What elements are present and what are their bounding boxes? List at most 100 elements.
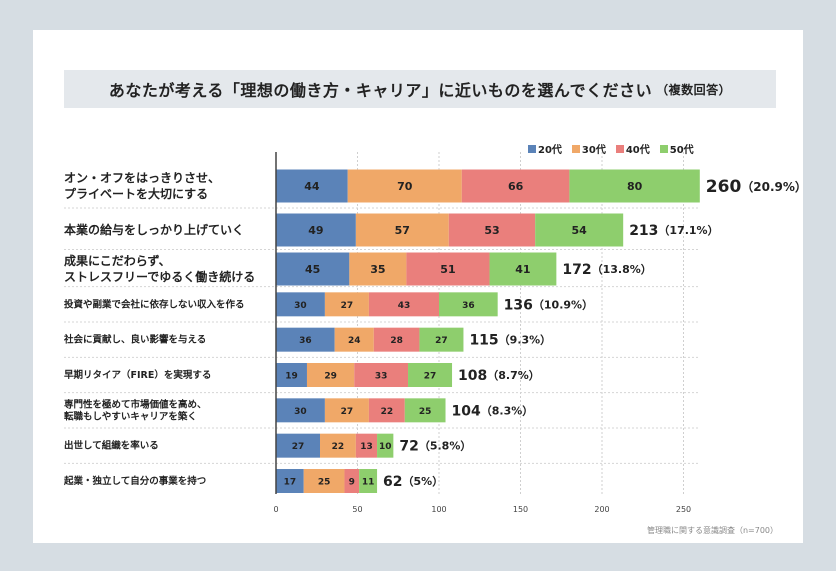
data-label: 25 xyxy=(419,407,432,417)
category-label-line: 起業・独立して自分の事業を持つ xyxy=(63,475,206,487)
bar-segment xyxy=(355,433,378,458)
bar-segment xyxy=(373,327,420,352)
bar-segment xyxy=(276,469,304,493)
share-value: （20.9%） xyxy=(741,179,807,194)
share-value: （9.3%） xyxy=(499,334,552,347)
share-value: （5.8%） xyxy=(419,440,472,453)
category-label: 早期リタイア（FIRE）を実現する xyxy=(64,369,211,381)
data-label: 17 xyxy=(284,478,297,488)
category-label: 本業の給与をしっかり上げていく xyxy=(64,222,244,237)
total-value: 108 xyxy=(458,368,487,384)
data-label: 57 xyxy=(395,224,410,237)
x-tick-label: 50 xyxy=(352,505,362,514)
data-label: 28 xyxy=(390,336,403,346)
total-value: 62 xyxy=(383,474,402,490)
data-label: 49 xyxy=(308,224,323,237)
category-label-line: ストレスフリーでゆるく働き続ける xyxy=(64,269,255,284)
data-label: 27 xyxy=(424,372,437,382)
data-label: 66 xyxy=(508,180,524,193)
share-value: （10.9%） xyxy=(533,298,593,311)
data-label: 29 xyxy=(324,372,337,382)
share-value: （17.1%） xyxy=(658,224,718,237)
x-tick-label: 150 xyxy=(513,505,528,514)
bar-segment xyxy=(359,469,378,493)
category-label: 専門性を極めて市場価値を高め、転職もしやすいキャリアを築く xyxy=(64,398,207,422)
data-label: 30 xyxy=(294,407,307,417)
total-value: 72 xyxy=(399,439,418,455)
share-value: （5%） xyxy=(403,475,444,488)
bar-segment xyxy=(347,169,462,203)
total-label: 115（9.3%） xyxy=(469,333,551,349)
data-label: 45 xyxy=(305,263,320,276)
data-label: 19 xyxy=(285,372,298,382)
bar-segment xyxy=(276,169,348,203)
bar-segment xyxy=(276,252,350,286)
data-label: 36 xyxy=(299,336,312,346)
category-label-line: 転職もしやすいキャリアを築く xyxy=(64,410,197,422)
data-label: 41 xyxy=(515,263,530,276)
category-label-line: プライベートを大切にする xyxy=(64,186,208,201)
legend-item: 50代 xyxy=(659,141,694,156)
category-label-line: 投資や副業で会社に依存しない収入を作る xyxy=(64,298,245,310)
data-label: 33 xyxy=(375,372,388,382)
legend-item: 30代 xyxy=(571,141,606,156)
data-label: 30 xyxy=(294,301,307,311)
data-label: 36 xyxy=(462,301,475,311)
legend-swatch xyxy=(528,144,536,153)
bar-segment xyxy=(439,292,498,317)
chart-legend: 20代 30代 40代 50代 xyxy=(528,141,694,156)
data-label: 44 xyxy=(304,180,320,193)
share-value: （13.8%） xyxy=(592,263,652,276)
total-label: 108（8.7%） xyxy=(458,368,540,384)
data-label: 35 xyxy=(370,263,385,276)
total-label: 136（10.9%） xyxy=(504,297,593,313)
chart-title-bar: あなたが考える「理想の働き方・キャリア」に近いものを選んでください （複数回答） xyxy=(64,70,776,108)
bar-segment xyxy=(535,213,624,247)
data-label: 10 xyxy=(379,442,392,452)
legend-item: 20代 xyxy=(528,141,562,156)
data-label: 53 xyxy=(484,224,499,237)
bar-segment xyxy=(324,292,369,317)
total-label: 72（5.8%） xyxy=(399,439,471,455)
category-label-line: 早期リタイア（FIRE）を実現する xyxy=(64,369,211,381)
chart-title: あなたが考える「理想の働き方・キャリア」に近いものを選んでください xyxy=(108,81,653,100)
category-label: 起業・独立して自分の事業を持つ xyxy=(63,475,206,487)
legend-swatch xyxy=(659,144,668,153)
category-label-line: 成果にこだわらず、 xyxy=(64,253,171,268)
data-label: 80 xyxy=(627,180,643,193)
bar-segment xyxy=(334,327,374,352)
bar-segment xyxy=(408,363,453,387)
data-label: 11 xyxy=(362,478,375,488)
data-label: 70 xyxy=(397,180,413,193)
bar-segment xyxy=(349,252,407,286)
category-label: 社会に貢献し、良い影響を与える xyxy=(63,333,206,345)
data-label: 27 xyxy=(292,442,305,452)
total-label: 172（13.8%） xyxy=(562,262,651,278)
category-label-line: オン・オフをはっきりさせ、 xyxy=(64,171,220,185)
bar-segment xyxy=(569,169,700,203)
category-label: 投資や副業で会社に依存しない収入を作る xyxy=(64,298,245,310)
bar-segment xyxy=(368,398,405,423)
data-label: 27 xyxy=(341,407,354,417)
bar-segment xyxy=(276,213,356,247)
bar-segment xyxy=(406,252,490,286)
total-value: 213 xyxy=(629,223,658,239)
source-note: 管理職に関する意識調査（n=700） xyxy=(646,526,778,535)
total-label: 213（17.1%） xyxy=(629,223,718,239)
bar-segment xyxy=(419,327,464,352)
total-value: 172 xyxy=(562,262,591,278)
bar-segment xyxy=(276,363,307,387)
category-label: 出世して組織を率いる xyxy=(64,439,159,451)
bar-segment xyxy=(303,469,345,493)
data-label: 13 xyxy=(360,442,373,452)
total-label: 62（5%） xyxy=(383,474,443,490)
chart-title-note: （複数回答） xyxy=(656,82,732,97)
category-label-line: 専門性を極めて市場価値を高め、 xyxy=(64,398,207,410)
data-label: 54 xyxy=(572,224,588,237)
data-label: 22 xyxy=(381,407,394,417)
data-label: 27 xyxy=(435,336,448,346)
legend-label: 20代 xyxy=(538,145,562,156)
bar-segment xyxy=(276,433,321,458)
total-label: 104（8.3%） xyxy=(452,403,534,419)
